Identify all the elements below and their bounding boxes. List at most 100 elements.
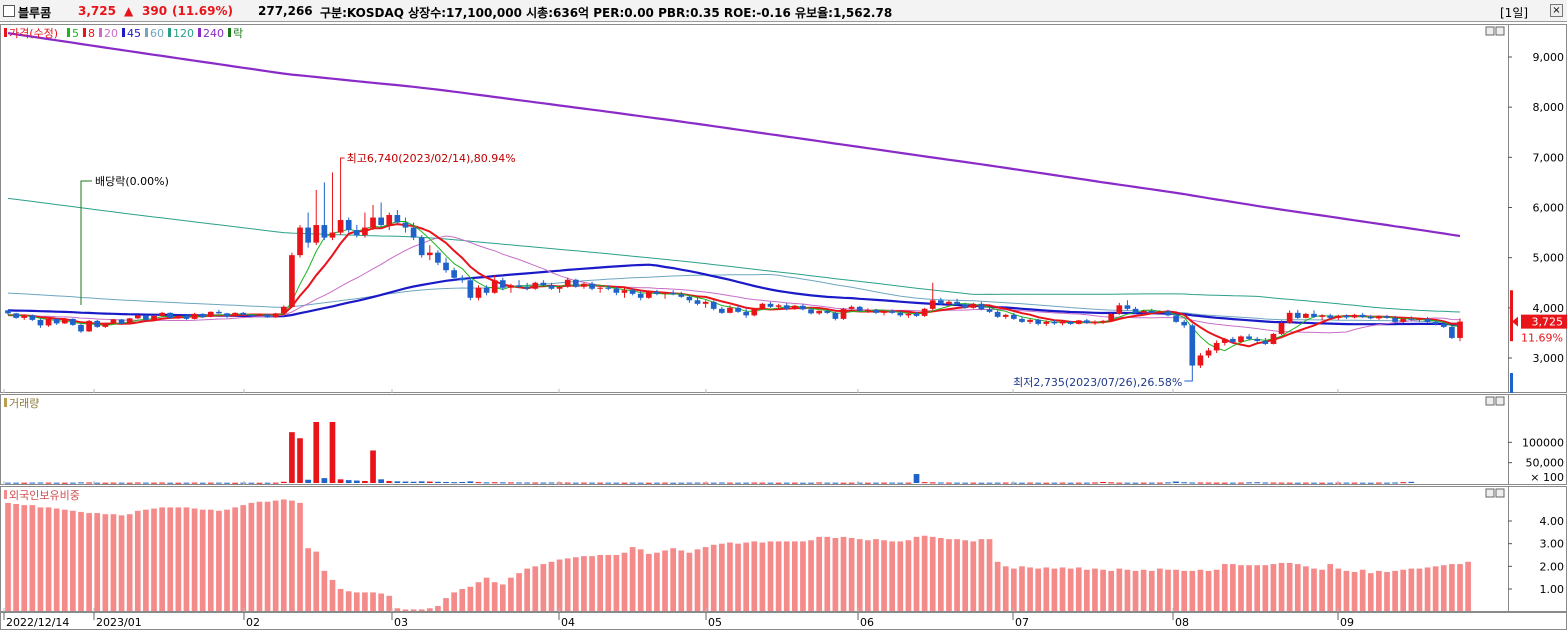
foreign-ratio-bar: [848, 538, 855, 611]
candle-body: [240, 312, 247, 315]
down-candle: [735, 305, 741, 313]
candle-body: [1319, 315, 1325, 317]
candle-body: [280, 306, 287, 314]
down-candle: [1011, 312, 1017, 320]
down-candle: [483, 285, 490, 296]
up-candle: [1270, 332, 1277, 345]
volume-bar: [800, 482, 806, 484]
volume-bar: [1319, 482, 1325, 484]
foreign-ratio-bar: [621, 552, 628, 611]
down-candle: [94, 319, 101, 328]
candle-body: [61, 318, 68, 324]
candle-body: [1286, 312, 1293, 323]
up-candle: [313, 189, 320, 246]
candle-body: [759, 303, 766, 309]
volume-bar: [353, 480, 360, 483]
volume-bar: [1270, 482, 1277, 484]
candle-body: [1108, 313, 1115, 321]
volume-bar: [118, 482, 125, 484]
volume-bar: [386, 480, 393, 483]
up-candle: [134, 314, 141, 319]
panel-close-icon[interactable]: [1495, 488, 1505, 498]
volume-bar: [1140, 482, 1147, 484]
panel-close-icon[interactable]: [1495, 26, 1505, 36]
foreign-ratio-bar: [759, 542, 766, 611]
candle-body: [605, 287, 612, 289]
candle-body: [483, 287, 490, 293]
down-candle: [808, 307, 814, 315]
price-tick-label: 5,000: [1533, 252, 1565, 265]
volume-bar: [61, 482, 68, 484]
volume-bar: [1100, 481, 1106, 483]
down-candle: [1392, 315, 1398, 323]
panel-close-icon[interactable]: [1495, 396, 1505, 406]
down-candle: [629, 288, 636, 296]
volume-bar: [775, 482, 782, 484]
foreign-ratio-bar: [994, 561, 1001, 611]
period-selector[interactable]: [1일]: [1500, 6, 1529, 20]
foreign-ratio-bar: [1432, 566, 1439, 611]
candle-body: [467, 280, 474, 298]
foreign-ratio-bar: [272, 500, 279, 611]
foreign-ratio-bar: [1027, 567, 1033, 611]
legend-swatch: [67, 28, 70, 37]
volume-bar: [929, 482, 936, 484]
up-candle: [61, 317, 68, 324]
axis-range-bar: [1510, 373, 1513, 393]
volume-bar: [183, 482, 190, 484]
volume-bar: [224, 482, 230, 484]
window-close-icon[interactable]: ×: [1550, 4, 1563, 17]
foreign-ratio-bar: [45, 507, 52, 611]
foreign-ratio-bar: [540, 564, 547, 611]
candle-body: [1140, 310, 1147, 313]
up-candle: [1221, 337, 1228, 346]
up-candle: [1303, 312, 1309, 319]
panel-maximize-icon[interactable]: [1485, 26, 1495, 36]
foreign-ratio-bar: [1148, 570, 1155, 611]
down-candle: [524, 282, 530, 291]
candle-body: [897, 312, 904, 316]
legend-item: 45: [127, 27, 141, 40]
foreign-ratio-bar: [743, 542, 750, 611]
foreign-ratio-bar: [345, 591, 352, 611]
candle-body: [1400, 318, 1407, 322]
price-tick-label: 8,000: [1533, 101, 1565, 114]
down-candle: [678, 291, 685, 298]
candle-body: [954, 301, 960, 305]
up-candle: [970, 302, 977, 309]
candle-body: [1311, 313, 1317, 317]
checkbox-icon[interactable]: [3, 5, 15, 17]
down-candle: [824, 309, 831, 314]
down-candle: [718, 306, 725, 314]
volume-bar: [1408, 481, 1415, 483]
down-candle: [443, 257, 449, 273]
candle-body: [1011, 314, 1017, 319]
candle-body: [564, 279, 571, 287]
volume-bar: [78, 482, 84, 484]
down-candle: [1067, 320, 1074, 325]
foreign-ratio-bar: [564, 558, 571, 611]
ma60-line: [7, 274, 1461, 324]
up-candle: [881, 310, 887, 316]
up-candle: [491, 275, 498, 294]
foreign-ratio-bar: [1043, 567, 1050, 611]
candle-body: [297, 227, 303, 256]
candle-body: [305, 227, 311, 243]
foreign-ratio-bar: [175, 507, 182, 611]
volume-bar: [256, 482, 263, 484]
panel-maximize-icon[interactable]: [1485, 396, 1495, 406]
up-candle: [1400, 317, 1407, 323]
volume-bar: [1254, 482, 1261, 484]
down-candle: [183, 314, 190, 320]
foreign-ratio-bar: [78, 511, 84, 611]
volume-bar: [21, 482, 28, 484]
volume-bar: [1181, 482, 1188, 484]
panel-maximize-icon[interactable]: [1485, 488, 1495, 498]
candle-body: [159, 312, 165, 316]
foreign-ratio-bar: [1165, 569, 1171, 611]
volume-bar: [1011, 482, 1017, 484]
candle-body: [426, 252, 433, 256]
foreign-ratio-bar: [1376, 570, 1382, 611]
volume-bar: [718, 482, 725, 484]
foreign-ratio-bar: [824, 536, 831, 611]
